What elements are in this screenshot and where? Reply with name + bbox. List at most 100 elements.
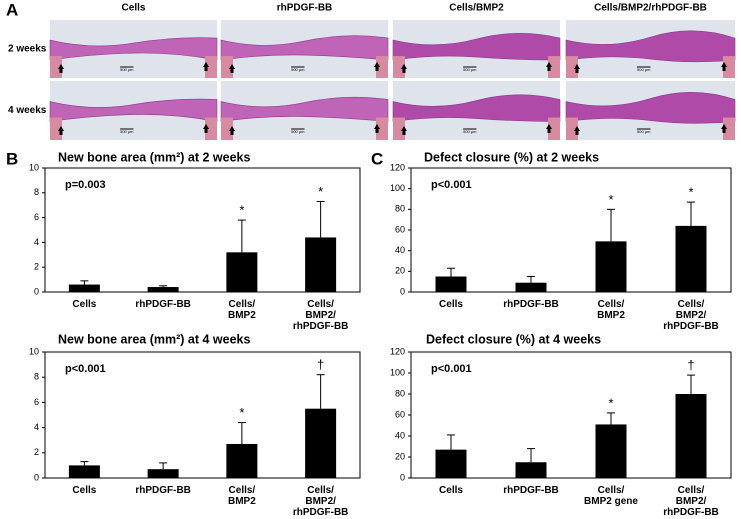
significance-marker: *: [688, 185, 693, 200]
chart-title: Defect closure (%) at 2 weeks: [424, 150, 599, 164]
y-tick-label: 20: [395, 266, 405, 276]
tissue-edge: [566, 117, 578, 140]
y-tick-label: 8: [34, 187, 39, 197]
y-tick-label: 2: [34, 447, 39, 457]
bar: [68, 284, 100, 292]
annotation: p<0.001: [431, 363, 472, 375]
arrow: [229, 64, 235, 73]
row-label: 2 weeks: [8, 44, 47, 55]
arrow: [58, 64, 64, 73]
bar: [68, 465, 100, 478]
arrow: [58, 126, 64, 135]
scale-bar-label: 500 µm: [120, 67, 134, 72]
bar: [226, 252, 258, 292]
y-tick-label: 60: [395, 409, 405, 419]
x-tick-label: Cells/BMP2: [228, 485, 256, 507]
significance-marker: †: [687, 358, 694, 373]
y-tick-label: 6: [34, 397, 39, 407]
bar: [435, 449, 467, 478]
x-tick-label: rhPDGF-BB: [135, 485, 191, 496]
y-tick-label: 120: [390, 346, 405, 356]
arrow: [721, 124, 727, 133]
scale-bar-label: 500 µm: [291, 129, 305, 134]
y-tick-label: 80: [395, 388, 405, 398]
plot-frame: [44, 351, 361, 479]
tissue-edge: [205, 117, 217, 140]
tissue-edge: [393, 117, 405, 140]
y-tick-label: 40: [395, 430, 405, 440]
panel-label: C: [371, 149, 383, 168]
annotation: p=0.003: [65, 179, 106, 191]
chart-title: Defect closure (%) at 4 weeks: [426, 332, 601, 346]
scale-bar-label: 500 µm: [463, 67, 477, 72]
plot-frame: [44, 167, 361, 293]
column-header: Cells/BMP2: [449, 3, 504, 14]
bar: [226, 443, 258, 478]
bar: [675, 225, 707, 292]
tissue-edge: [221, 56, 233, 78]
bar: [675, 394, 707, 478]
significance-marker: *: [239, 203, 244, 218]
x-tick-label: rhPDGF-BB: [503, 485, 559, 496]
scale-bar-label: 500 µm: [637, 67, 651, 72]
column-header: rhPDGF-BB: [277, 3, 333, 14]
y-tick-label: 120: [390, 162, 405, 172]
y-tick-label: 20: [395, 451, 405, 461]
x-tick-label: Cells/BMP2/rhPDGF-BB: [663, 299, 719, 332]
y-tick-label: 0: [400, 286, 405, 296]
y-tick-label: 100: [390, 367, 405, 377]
x-tick-label: rhPDGF-BB: [135, 299, 191, 310]
tissue-edge: [548, 117, 560, 140]
annotation: p<0.001: [431, 179, 472, 191]
tissue-edge: [376, 117, 388, 140]
bar: [515, 462, 547, 478]
panel-label: A: [6, 0, 18, 19]
tissue-edge: [205, 56, 217, 78]
panel-label: B: [6, 149, 18, 168]
y-tick-label: 100: [390, 183, 405, 193]
arrow: [574, 126, 580, 135]
column-header: Cells/BMP2/rhPDGF-BB: [594, 3, 707, 14]
tissue-edge: [50, 117, 62, 140]
arrow: [546, 62, 552, 71]
bar: [305, 237, 337, 292]
x-tick-label: Cells: [439, 485, 463, 496]
bar: [515, 282, 547, 292]
tissue-edge: [393, 56, 405, 78]
arrow: [721, 62, 727, 71]
bar: [435, 276, 467, 292]
bar: [595, 241, 627, 292]
significance-marker: *: [608, 192, 613, 207]
y-tick-label: 8: [34, 372, 39, 382]
x-tick-label: Cells: [72, 299, 96, 310]
chart-title: New bone area (mm²) at 2 weeks: [58, 150, 250, 164]
significance-marker: *: [608, 395, 613, 410]
tissue-edge: [221, 117, 233, 140]
scale-bar-label: 500 µm: [463, 129, 477, 134]
arrow: [374, 124, 380, 133]
y-tick-label: 4: [34, 237, 39, 247]
y-tick-label: 0: [400, 472, 405, 482]
significance-marker: *: [239, 405, 244, 420]
x-tick-label: Cells/BMP2/rhPDGF-BB: [663, 485, 719, 518]
arrow: [546, 124, 552, 133]
significance-marker: *: [318, 184, 323, 199]
arrow: [401, 64, 407, 73]
bar: [305, 408, 337, 478]
bar: [147, 469, 179, 478]
row-label: 4 weeks: [8, 105, 47, 116]
bar: [595, 424, 627, 478]
tissue-edge: [376, 56, 388, 78]
x-tick-label: Cells/BMP2: [228, 299, 256, 321]
tissue-edge: [548, 56, 560, 78]
bar: [147, 287, 179, 292]
scale-bar-label: 500 µm: [637, 129, 651, 134]
column-header: Cells: [122, 3, 146, 14]
x-tick-label: rhPDGF-BB: [503, 299, 559, 310]
tissue-edge: [50, 56, 62, 78]
x-tick-label: Cells/BMP2 gene: [584, 485, 638, 507]
arrow: [401, 126, 407, 135]
y-tick-label: 60: [395, 224, 405, 234]
annotation: p<0.001: [65, 363, 106, 375]
